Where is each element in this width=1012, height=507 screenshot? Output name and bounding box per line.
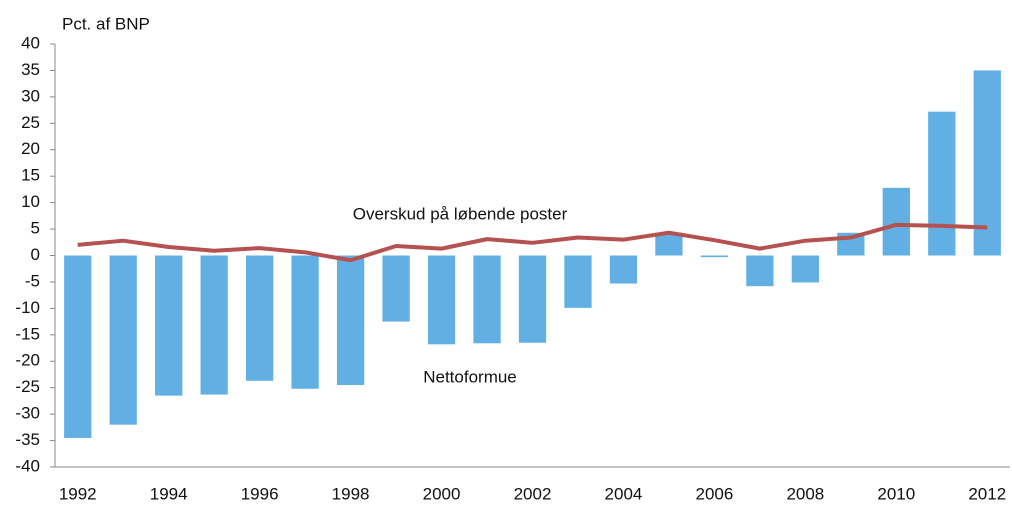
bar — [336, 255, 365, 386]
y-tick-label: -15 — [15, 324, 40, 343]
y-tick-label: -5 — [25, 271, 40, 290]
y-tick-label: -20 — [15, 351, 40, 370]
bar — [200, 255, 228, 395]
y-tick-label: -30 — [15, 404, 40, 423]
bar — [655, 232, 683, 256]
bar — [155, 255, 183, 396]
bar — [473, 255, 501, 344]
bar — [382, 255, 410, 322]
y-tick-label: 5 — [31, 219, 40, 238]
bar — [64, 255, 92, 438]
bar — [791, 255, 819, 283]
x-tick-label: 1992 — [59, 484, 97, 503]
y-tick-label: -25 — [15, 377, 40, 396]
bar — [109, 255, 137, 425]
bar — [746, 255, 774, 287]
x-tick-label: 2000 — [423, 484, 461, 503]
bar — [564, 255, 592, 308]
x-tick-label: 1994 — [150, 484, 188, 503]
x-tick-label: 2004 — [605, 484, 643, 503]
bar — [609, 255, 638, 284]
y-tick-label: 25 — [21, 113, 40, 132]
y-tick-label: 30 — [21, 86, 40, 105]
y-tick-label: 20 — [21, 139, 40, 158]
y-tick-label: 40 — [21, 33, 40, 52]
x-tick-label: 1998 — [332, 484, 370, 503]
x-tick-label: 2008 — [786, 484, 824, 503]
y-tick-label: 0 — [31, 245, 40, 264]
y-axis-label: Pct. af BNP — [62, 14, 150, 33]
bar — [882, 187, 910, 256]
y-tick-label: -10 — [15, 298, 40, 317]
x-tick-label: 2010 — [877, 484, 915, 503]
bar — [700, 255, 729, 258]
bar — [291, 255, 319, 389]
bar — [518, 255, 547, 343]
series-annotation: Overskud på løbende poster — [353, 204, 568, 223]
bar — [246, 255, 274, 381]
bar — [973, 70, 1001, 256]
y-tick-label: 10 — [21, 192, 40, 211]
bar — [928, 111, 956, 256]
series-annotation: Nettoformue — [423, 367, 517, 386]
y-tick-label: 15 — [21, 166, 40, 185]
bar — [427, 255, 456, 345]
x-tick-label: 2002 — [514, 484, 552, 503]
x-tick-label: 2012 — [968, 484, 1006, 503]
x-tick-label: 1996 — [241, 484, 279, 503]
y-tick-label: -40 — [15, 456, 40, 475]
y-tick-label: 35 — [21, 60, 40, 79]
line — [77, 222, 988, 263]
x-tick-label: 2006 — [695, 484, 733, 503]
y-tick-label: -35 — [15, 430, 40, 449]
